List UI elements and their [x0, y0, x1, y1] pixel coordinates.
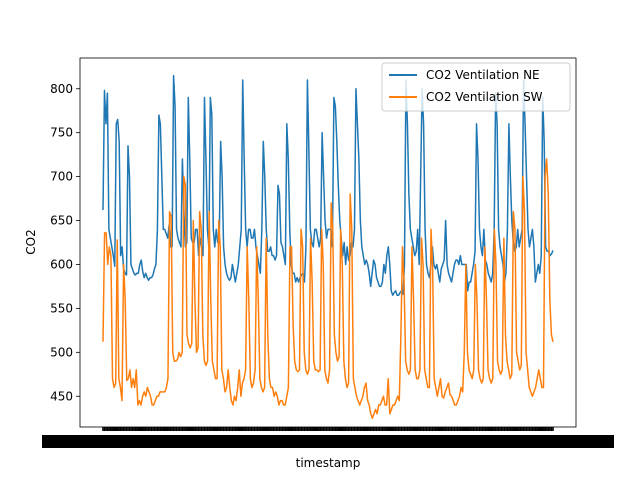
series-lines — [102, 74, 554, 419]
x-tick-labels-overlapping — [42, 435, 614, 448]
y-tick-label: 450 — [50, 389, 73, 403]
legend-label-sw: CO2 Ventilation SW — [426, 90, 543, 104]
x-axis-title: timestamp — [296, 456, 361, 470]
series-line-sw — [102, 158, 554, 419]
y-tick-label: 650 — [50, 214, 73, 228]
legend-label-ne: CO2 Ventilation NE — [426, 68, 540, 82]
series-line-ne — [102, 74, 554, 296]
y-tick-label: 500 — [50, 345, 73, 359]
y-tick-label: 700 — [50, 170, 73, 184]
x-axis-ticks — [42, 427, 614, 448]
legend-box — [381, 62, 571, 112]
y-tick-label: 750 — [50, 126, 73, 140]
y-axis-ticks: 450 500 550 600 650 700 750 800 — [50, 82, 80, 403]
y-axis-title: CO2 — [24, 229, 38, 254]
y-tick-label: 800 — [50, 82, 73, 96]
legend: CO2 Ventilation NE CO2 Ventilation SW — [381, 62, 571, 112]
y-tick-label: 600 — [50, 257, 73, 271]
y-tick-label: 550 — [50, 301, 73, 315]
